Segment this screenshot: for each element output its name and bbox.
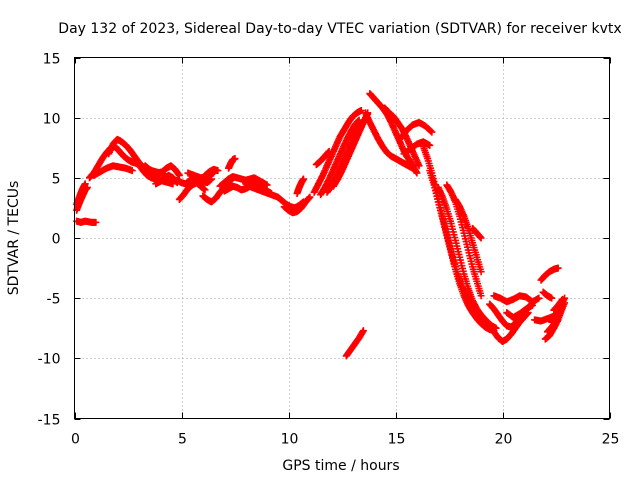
data-point bbox=[427, 127, 435, 135]
series-track-12 bbox=[175, 179, 209, 203]
y-tick-label: -10 bbox=[38, 352, 61, 368]
series-track-01 bbox=[73, 217, 100, 226]
data-point bbox=[201, 186, 209, 194]
x-tick-label: 5 bbox=[178, 432, 187, 448]
series-track-10 bbox=[152, 171, 181, 188]
data-point bbox=[415, 162, 423, 170]
x-tick-label: 0 bbox=[71, 432, 80, 448]
grid bbox=[74, 57, 610, 419]
series-track-51 bbox=[550, 295, 566, 314]
chart-title: Day 132 of 2023, Sidereal Day-to-day VTE… bbox=[58, 21, 621, 37]
series-track-15 bbox=[201, 165, 222, 179]
data-point bbox=[528, 301, 536, 309]
data-point bbox=[128, 167, 136, 175]
series-track-28 bbox=[312, 147, 333, 169]
data-point bbox=[477, 292, 485, 300]
data-point bbox=[477, 234, 485, 242]
series-track-03 bbox=[73, 180, 89, 208]
data-point bbox=[477, 268, 485, 276]
series-track-16 bbox=[216, 173, 271, 190]
x-tick-label: 25 bbox=[602, 432, 620, 448]
y-tick-label: 15 bbox=[43, 52, 61, 68]
y-tick-label: -15 bbox=[38, 413, 61, 429]
series-track-43 bbox=[490, 292, 543, 306]
y-tick-label: 0 bbox=[52, 232, 61, 248]
series-track-09 bbox=[141, 162, 183, 179]
series-track-34 bbox=[400, 138, 434, 158]
series-track-21 bbox=[280, 193, 314, 217]
y-tick-label: 10 bbox=[43, 112, 61, 128]
series-track-36 bbox=[426, 167, 498, 335]
series-track-33 bbox=[396, 118, 436, 143]
series-track-44 bbox=[503, 301, 536, 321]
y-axis-label: SDTVAR / TECUs bbox=[6, 181, 22, 296]
series-track-23 bbox=[310, 106, 365, 196]
x-tick-label: 20 bbox=[495, 432, 513, 448]
series-track-19 bbox=[242, 180, 282, 201]
data-point bbox=[299, 175, 307, 183]
plot-frame bbox=[74, 57, 610, 419]
series-track-18 bbox=[225, 155, 239, 172]
x-tick-labels: 0 5 10 15 20 25 bbox=[71, 432, 619, 448]
y-tick-labels: -15 -10 -5 0 5 10 15 bbox=[38, 52, 61, 429]
data-point bbox=[535, 294, 543, 302]
data-points bbox=[73, 90, 569, 360]
data-point bbox=[357, 106, 365, 114]
data-point bbox=[426, 141, 434, 149]
data-point bbox=[214, 167, 222, 175]
data-point bbox=[554, 264, 562, 272]
x-tick-label: 15 bbox=[388, 432, 406, 448]
data-point bbox=[359, 327, 367, 335]
series-track-29 bbox=[342, 327, 367, 360]
data-point bbox=[548, 294, 556, 302]
y-tick-label: -5 bbox=[47, 292, 61, 308]
x-tick-label: 10 bbox=[281, 432, 299, 448]
data-point bbox=[92, 218, 100, 226]
data-point bbox=[558, 295, 566, 303]
series-track-40 bbox=[469, 224, 485, 242]
series-track-30 bbox=[362, 109, 417, 172]
data-point bbox=[325, 147, 333, 155]
series-track-39 bbox=[451, 195, 485, 276]
y-tick-label: 5 bbox=[52, 172, 61, 188]
data-point bbox=[81, 180, 89, 188]
axis-ticks bbox=[74, 57, 611, 420]
series-track-22 bbox=[293, 175, 307, 197]
series-track-05 bbox=[90, 162, 136, 179]
data-point bbox=[306, 193, 314, 201]
x-axis-label: GPS time / hours bbox=[282, 458, 399, 474]
data-point bbox=[231, 155, 239, 163]
data-point bbox=[413, 169, 421, 177]
series-track-46 bbox=[537, 264, 562, 284]
series-track-47 bbox=[539, 288, 556, 302]
data-point bbox=[428, 128, 436, 136]
